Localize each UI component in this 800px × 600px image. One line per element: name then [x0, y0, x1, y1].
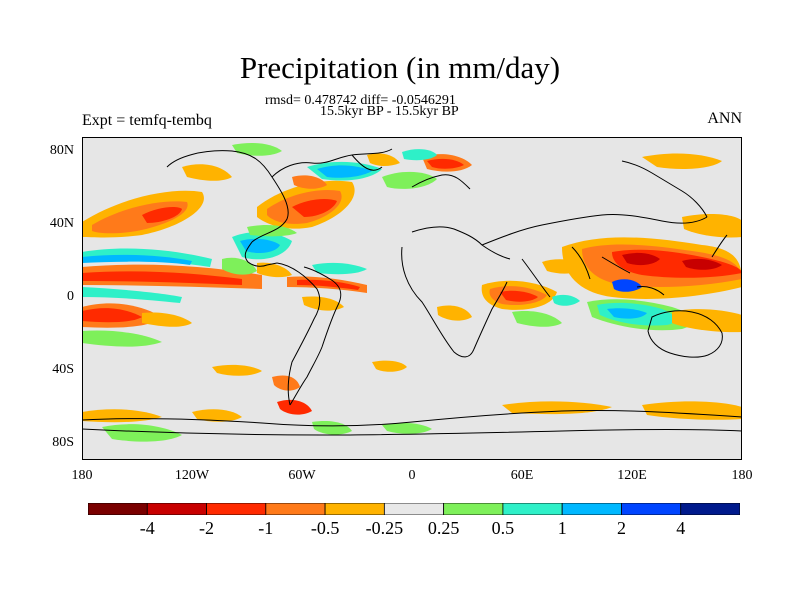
colorbar-label: 0.5	[491, 518, 515, 538]
y-tick-40s: 40S	[52, 362, 74, 377]
colorbar-label: 0.25	[427, 518, 460, 538]
colorbar-swatch	[88, 503, 148, 515]
colorbar-swatch	[206, 503, 267, 515]
colorbar-label: -0.5	[310, 518, 340, 538]
plot-title: Precipitation (in mm/day)	[239, 50, 561, 85]
y-tick-40n: 40N	[49, 216, 74, 231]
map-frame	[82, 137, 742, 460]
x-tick-60e: 60E	[510, 468, 534, 483]
colorbar-label: -1	[258, 518, 274, 538]
colorbar-label: -0.25	[365, 518, 404, 538]
x-tick-120w: 120W	[174, 468, 210, 483]
precipitation-map	[82, 137, 742, 460]
y-tick-0: 0	[67, 289, 74, 304]
colorbar-label: -2	[199, 518, 214, 538]
colorbar-swatch	[146, 503, 207, 515]
colorbar-swatch	[680, 503, 740, 515]
colorbar-swatch	[443, 503, 504, 515]
x-tick-180e: 180	[731, 468, 753, 483]
y-tick-80s: 80S	[52, 435, 74, 450]
colorbar-swatch	[383, 503, 445, 515]
x-tick-60w: 60W	[288, 468, 316, 483]
colorbar-swatch	[265, 503, 326, 515]
colorbar-swatch	[621, 503, 682, 515]
experiment-label: Expt = temfq-tembq	[82, 112, 212, 129]
colorbar-label: 4	[676, 518, 686, 538]
colorbar	[88, 503, 740, 515]
x-tick-0: 0	[408, 468, 416, 483]
experiment-period: 15.5kyr BP - 15.5kyr BP	[320, 104, 459, 119]
anomaly-fields	[82, 143, 742, 442]
stats-line: rmsd= 0.478742 diff= -0.0546291	[265, 93, 456, 108]
colorbar-label: 2	[617, 518, 626, 538]
y-tick-80n: 80N	[49, 143, 74, 158]
x-tick-180w: 180	[71, 468, 93, 483]
colorbar-label: 1	[557, 518, 567, 538]
season-label: ANN	[707, 110, 742, 127]
colorbar-swatch	[324, 503, 385, 515]
x-tick-120e: 120E	[617, 468, 647, 483]
colorbar-swatch	[502, 503, 563, 515]
coastlines	[82, 148, 742, 436]
colorbar-swatch	[561, 503, 622, 515]
colorbar-label: -4	[139, 518, 155, 538]
